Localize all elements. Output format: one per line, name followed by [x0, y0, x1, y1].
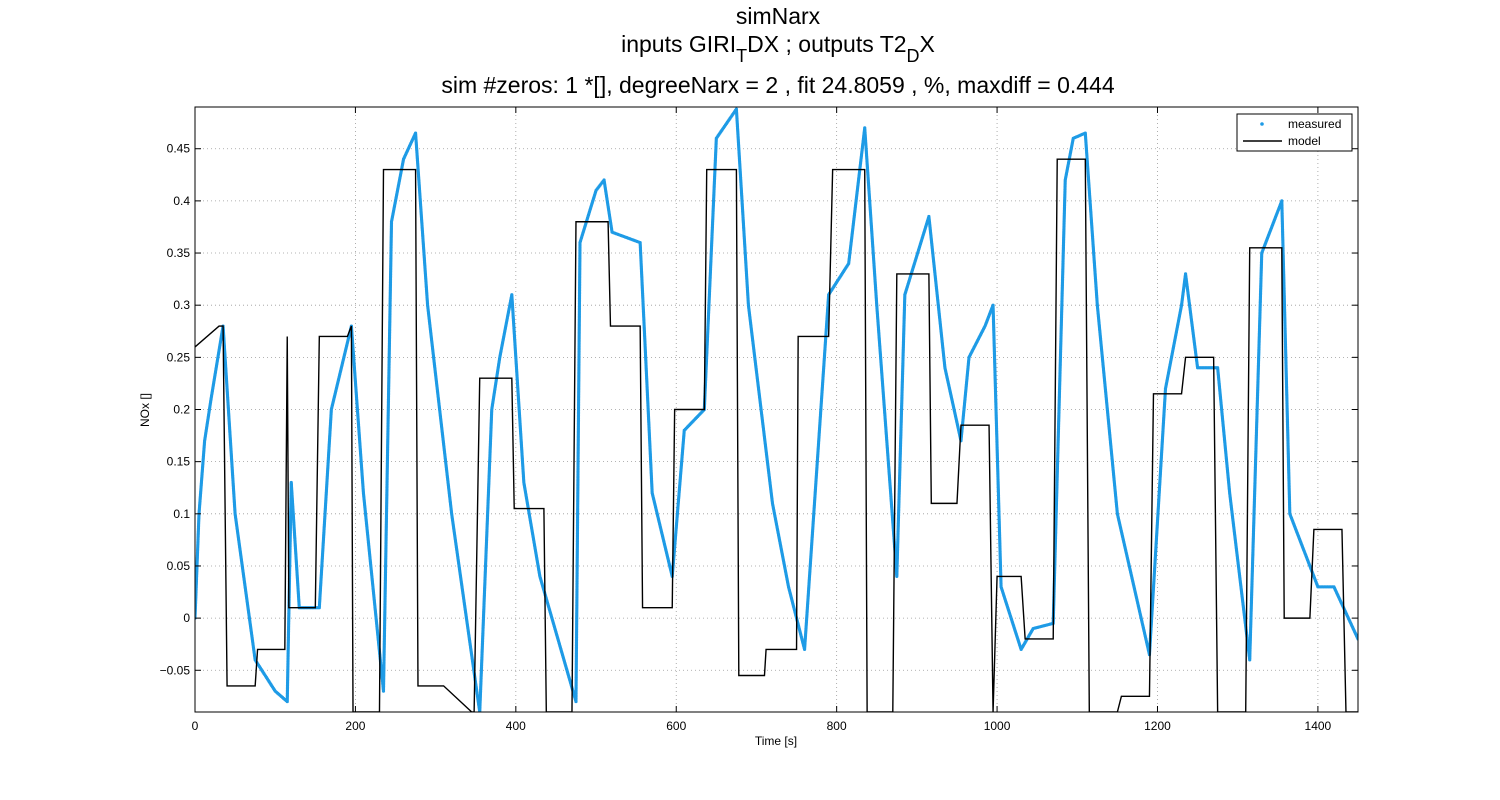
chart-title-line1: simNarx — [736, 3, 821, 29]
chart-title-line3: sim #zeros: 1 *[], degreeNarx = 2 , fit … — [441, 72, 1115, 98]
title-line2-subscript-1: T — [736, 46, 747, 66]
title-line2-part-a: inputs GIRI — [621, 31, 736, 57]
chart-title-line2: inputs GIRITDX ; outputs T2DX — [621, 31, 935, 66]
series-measured — [195, 107, 1358, 712]
title-line2-part-c: X — [920, 31, 935, 57]
grid — [195, 107, 1358, 712]
title-line2-subscript-2: D — [907, 46, 920, 66]
series-layer — [195, 107, 1358, 712]
title-line2-part-b: DX ; outputs T2 — [747, 31, 906, 57]
